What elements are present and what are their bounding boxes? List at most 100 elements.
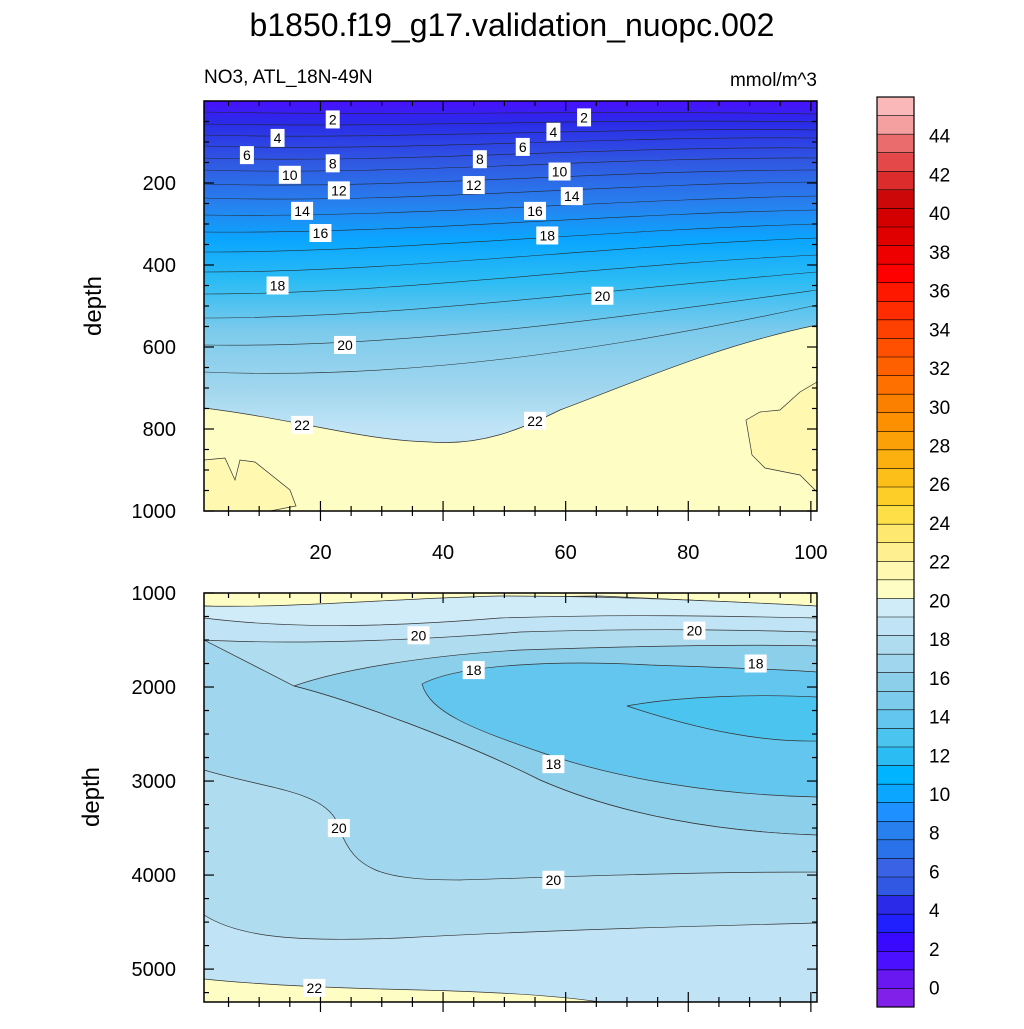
contour-label: 14 <box>291 201 314 220</box>
contour-label: 18 <box>266 276 289 295</box>
colorbar-swatch <box>877 134 914 154</box>
colorbar-swatch <box>877 524 914 544</box>
svg-text:10: 10 <box>552 164 568 180</box>
svg-text:18: 18 <box>748 656 764 672</box>
colorbar-label: 12 <box>929 746 950 767</box>
top-contour-fill <box>204 101 817 511</box>
contour-label: 16 <box>524 201 547 220</box>
svg-text:12: 12 <box>331 182 347 198</box>
svg-text:18: 18 <box>270 278 286 294</box>
y-tick-label: 4000 <box>132 865 177 887</box>
y-tick-label: 5000 <box>132 959 177 981</box>
colorbar-label: 42 <box>929 165 950 186</box>
bottom-x-axis <box>227 593 812 1012</box>
svg-text:18: 18 <box>539 227 555 243</box>
colorbar-swatch <box>877 542 914 562</box>
y-tick-label: 1000 <box>132 583 177 605</box>
colorbar-swatch <box>877 245 914 265</box>
svg-text:4: 4 <box>274 130 282 146</box>
colorbar-swatch <box>877 821 914 841</box>
svg-text:2: 2 <box>580 109 588 125</box>
svg-text:20: 20 <box>687 623 703 639</box>
svg-text:22: 22 <box>307 980 323 996</box>
svg-text:4: 4 <box>550 124 558 140</box>
colorbar-label: 38 <box>929 243 950 264</box>
contour-label: 20 <box>542 870 565 889</box>
svg-text:22: 22 <box>294 417 310 433</box>
y-tick-label: 200 <box>143 173 176 195</box>
contour-label: 10 <box>548 162 571 181</box>
colorbar-label: 32 <box>929 359 950 380</box>
contour-label: 12 <box>327 181 350 200</box>
colorbar-label: 0 <box>929 979 940 1000</box>
units-label: mmol/m^3 <box>730 70 817 91</box>
colorbar-swatch <box>877 747 914 767</box>
colorbar-swatch <box>877 449 914 469</box>
colorbar-swatch <box>877 654 914 674</box>
colorbar-swatch <box>877 375 914 395</box>
svg-text:6: 6 <box>243 147 251 163</box>
contour-label: 8 <box>325 154 340 173</box>
contour-label: 8 <box>472 150 487 169</box>
colorbar-label: 44 <box>929 127 951 148</box>
colorbar-swatch <box>877 264 914 284</box>
colorbar-swatch <box>877 839 914 859</box>
contour-label: 18 <box>744 654 767 673</box>
colorbar-label: 2 <box>929 940 940 961</box>
svg-text:16: 16 <box>527 203 543 219</box>
colorbar-label: 36 <box>929 282 950 303</box>
colorbar-swatch <box>877 709 914 729</box>
x-tick-label: 100 <box>794 542 827 564</box>
svg-text:14: 14 <box>294 203 310 219</box>
bottom-y-axis: 1000 2000 3000 4000 5000 <box>132 583 817 994</box>
colorbar-swatch <box>877 617 914 637</box>
variable-region-label: NO3, ATL_18N-49N <box>204 67 373 88</box>
colorbar-swatch <box>877 227 914 247</box>
contour-label: 14 <box>560 187 583 206</box>
x-tick-label: 60 <box>555 542 577 564</box>
y-tick-label: 600 <box>143 337 176 359</box>
colorbar-label: 30 <box>929 398 950 419</box>
svg-text:18: 18 <box>546 756 562 772</box>
colorbar-swatch <box>877 319 914 339</box>
colorbar-swatch <box>877 579 914 599</box>
contour-label: 2 <box>577 108 592 127</box>
colorbar-swatch <box>877 487 914 507</box>
svg-text:18: 18 <box>466 662 482 678</box>
colorbar-label: 22 <box>929 553 950 574</box>
contour-label: 6 <box>515 137 530 156</box>
colorbar-swatch <box>877 691 914 711</box>
colorbar-swatch <box>877 858 914 878</box>
colorbar-label: 34 <box>929 320 951 341</box>
colorbar-label: 18 <box>929 630 950 651</box>
colorbar-swatch <box>877 282 914 302</box>
colorbar-swatch <box>877 969 914 989</box>
colorbar-swatch <box>877 171 914 191</box>
x-tick-label: 80 <box>677 542 699 564</box>
contour-label: 22 <box>524 411 547 430</box>
contour-label: 20 <box>683 621 706 640</box>
colorbar-swatch <box>877 431 914 451</box>
y-tick-label: 400 <box>143 255 176 277</box>
top-x-axis: 20 40 60 80 100 <box>227 101 828 564</box>
y-tick-label: 2000 <box>132 677 177 699</box>
colorbar-swatch <box>877 802 914 822</box>
colorbar-swatch <box>877 765 914 785</box>
y-tick-label: 3000 <box>132 771 177 793</box>
contour-label: 18 <box>542 755 565 774</box>
contour-label: 12 <box>462 176 485 195</box>
x-tick-label: 20 <box>309 542 331 564</box>
colorbar-swatch <box>877 635 914 655</box>
contour-label: 22 <box>303 978 326 997</box>
contour-label: 22 <box>291 415 314 434</box>
colorbar-label: 10 <box>929 785 950 806</box>
contour-label: 18 <box>536 226 559 245</box>
colorbar-label: 6 <box>929 862 940 883</box>
top-y-axis-label: depth <box>80 276 107 336</box>
svg-text:16: 16 <box>313 225 329 241</box>
colorbar-swatch <box>877 412 914 432</box>
top-panel: NO3, ATL_18N-49N mmol/m^3 <box>80 67 828 564</box>
svg-text:12: 12 <box>466 177 482 193</box>
contour-label: 20 <box>333 335 356 354</box>
